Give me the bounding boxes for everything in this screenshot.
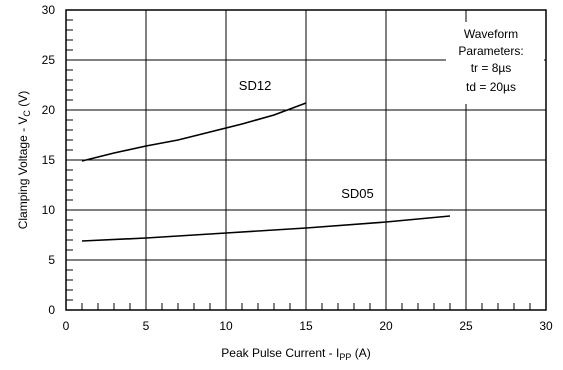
x-axis-title: Peak Pulse Current - IPP (A) bbox=[221, 346, 370, 362]
note-line-1: Waveform bbox=[464, 27, 518, 41]
x-tick-label: 10 bbox=[219, 319, 233, 333]
y-tick-label: 10 bbox=[42, 203, 56, 217]
note-background bbox=[446, 22, 544, 104]
x-tick-label: 30 bbox=[539, 319, 553, 333]
y-tick-label: 0 bbox=[48, 303, 55, 317]
plot-frame bbox=[65, 9, 547, 311]
note-line-2: Parameters: bbox=[458, 44, 523, 58]
y-tick-label: 15 bbox=[42, 153, 56, 167]
waveform-parameters-note: Waveform Parameters: tr = 8µs td = 20µs bbox=[446, 22, 544, 104]
y-axis-title: Clamping Voltage - VC (V) bbox=[16, 91, 32, 230]
series-line-sd05 bbox=[81, 215, 451, 242]
tick-labels: 0 5 10 15 20 25 30 0 5 10 15 20 25 30 bbox=[42, 3, 553, 333]
y-tick-label: 30 bbox=[42, 3, 56, 17]
y-tick-label: 5 bbox=[48, 253, 55, 267]
minor-ticks bbox=[66, 19, 531, 310]
x-tick-label: 0 bbox=[63, 319, 70, 333]
x-tick-label: 5 bbox=[143, 319, 150, 333]
x-tick-label: 15 bbox=[299, 319, 313, 333]
series-label-sd12: SD12 bbox=[239, 78, 272, 93]
series-line-sd12 bbox=[81, 102, 307, 162]
series-label-sd05: SD05 bbox=[341, 186, 374, 201]
y-tick-label: 20 bbox=[42, 103, 56, 117]
series-lines: SD12 SD05 bbox=[81, 78, 451, 242]
note-line-4: td = 20µs bbox=[466, 80, 516, 94]
note-line-3: tr = 8µs bbox=[471, 61, 512, 75]
x-tick-label: 25 bbox=[459, 319, 473, 333]
x-tick-label: 20 bbox=[379, 319, 393, 333]
y-tick-label: 25 bbox=[42, 53, 56, 67]
